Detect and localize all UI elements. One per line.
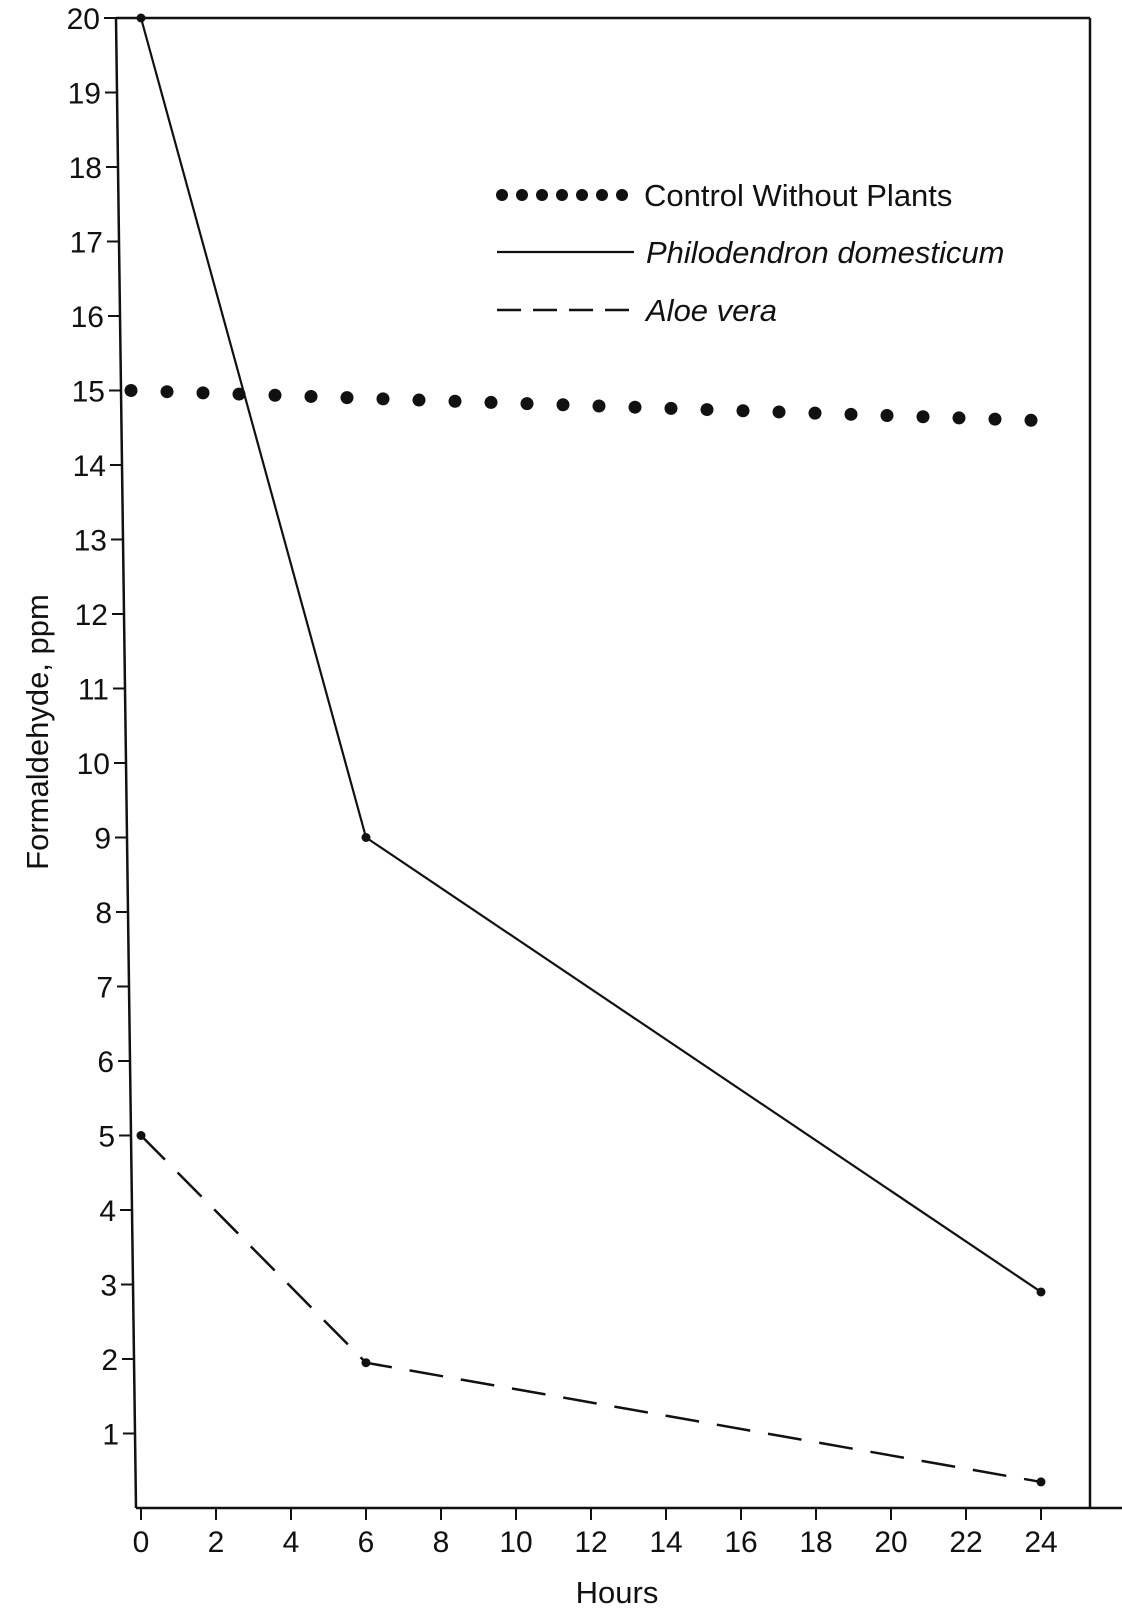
x-tick-label: 22 [949, 1526, 982, 1559]
y-tick-label: 17 [70, 227, 103, 260]
legend-item: Control Without Plants [496, 178, 952, 213]
legend-marker [596, 189, 608, 201]
y-tick-label: 3 [100, 1270, 117, 1303]
y-tick-label: 15 [72, 376, 105, 409]
series-line [140, 1134, 1042, 1484]
series-control-without-plants [124, 384, 1038, 427]
legend: Control Without Plants Philodendron domes… [496, 178, 1004, 328]
x-tick-label: 6 [358, 1526, 375, 1559]
series-dot [376, 392, 390, 406]
series-dot [520, 397, 534, 411]
y-tick-label: 12 [75, 599, 108, 632]
legend-marker [556, 189, 568, 201]
x-tick-label: 4 [283, 1526, 300, 1559]
series-dot [448, 394, 462, 408]
y-tick-label: 4 [99, 1195, 116, 1228]
series-dot [196, 386, 210, 400]
series-dot [160, 385, 174, 399]
legend-marker [616, 189, 628, 201]
series-dot [412, 393, 426, 407]
y-tick-label: 9 [94, 823, 111, 856]
legend-label: Aloe vera [644, 293, 777, 328]
data-point [1036, 1477, 1046, 1487]
y-tick-label: 20 [67, 3, 100, 36]
series-dot [952, 411, 966, 425]
data-point [361, 1358, 371, 1368]
y-tick-label: 5 [98, 1121, 115, 1154]
y-tick-label: 1 [102, 1419, 119, 1452]
y-tick-label: 19 [68, 78, 101, 111]
y-tick-label: 8 [95, 897, 112, 930]
x-tick-label: 8 [433, 1526, 450, 1559]
series-layer [124, 13, 1046, 1487]
series-dot [844, 407, 858, 421]
y-tick-label: 7 [96, 972, 113, 1005]
series-philodendron-domesticum [136, 13, 1046, 1297]
y-tick-label: 11 [78, 674, 109, 707]
data-point [1036, 1287, 1046, 1297]
series-dot [556, 398, 570, 412]
legend-marker [536, 189, 548, 201]
series-dot [808, 406, 822, 420]
x-axis-ticks: 0 2 4 6 8 10 12 14 16 18 20 22 24 [133, 1508, 1058, 1559]
x-tick-label: 18 [799, 1526, 832, 1559]
y-tick-label: 16 [71, 301, 104, 334]
y-tick-label: 14 [73, 450, 106, 483]
legend-label: Philodendron domesticum [646, 235, 1004, 270]
series-dot [268, 388, 282, 402]
y-tick-label: 2 [101, 1344, 118, 1377]
x-tick-label: 0 [133, 1526, 150, 1559]
x-tick-label: 12 [574, 1526, 607, 1559]
series-dot [772, 405, 786, 419]
series-dot [736, 404, 750, 418]
x-axis-title: Hours [576, 1575, 659, 1610]
series-aloe-vera [136, 1131, 1046, 1487]
series-dot [628, 400, 642, 414]
x-tick-label: 24 [1024, 1526, 1057, 1559]
data-point [361, 833, 371, 842]
series-dot [700, 403, 714, 417]
y-tick-label: 10 [77, 748, 110, 781]
series-dot [592, 399, 606, 413]
series-dot [664, 401, 678, 415]
y-tick-label: 6 [97, 1046, 114, 1079]
legend-marker [516, 189, 528, 201]
series-dot [916, 410, 930, 424]
series-dot [124, 384, 138, 397]
legend-label: Control Without Plants [644, 178, 952, 213]
series-dot [880, 409, 894, 423]
series-dot [340, 391, 354, 405]
y-tick-label: 13 [74, 525, 107, 558]
series-dot [988, 412, 1002, 426]
series-dot [304, 389, 318, 403]
legend-item: Philodendron domesticum [497, 235, 1004, 270]
x-tick-label: 20 [874, 1526, 907, 1559]
data-point [136, 13, 146, 23]
x-tick-label: 14 [649, 1526, 682, 1559]
x-tick-label: 10 [499, 1526, 532, 1559]
legend-marker [496, 189, 508, 201]
legend-marker [576, 189, 588, 201]
data-point [136, 1131, 146, 1140]
legend-item: Aloe vera [497, 293, 777, 328]
x-tick-label: 2 [208, 1526, 225, 1559]
y-axis-title: Formaldehyde, ppm [20, 594, 55, 870]
series-dot [484, 395, 498, 409]
y-tick-label: 18 [69, 152, 102, 185]
x-tick-label: 16 [724, 1526, 757, 1559]
series-dot [1024, 413, 1038, 427]
